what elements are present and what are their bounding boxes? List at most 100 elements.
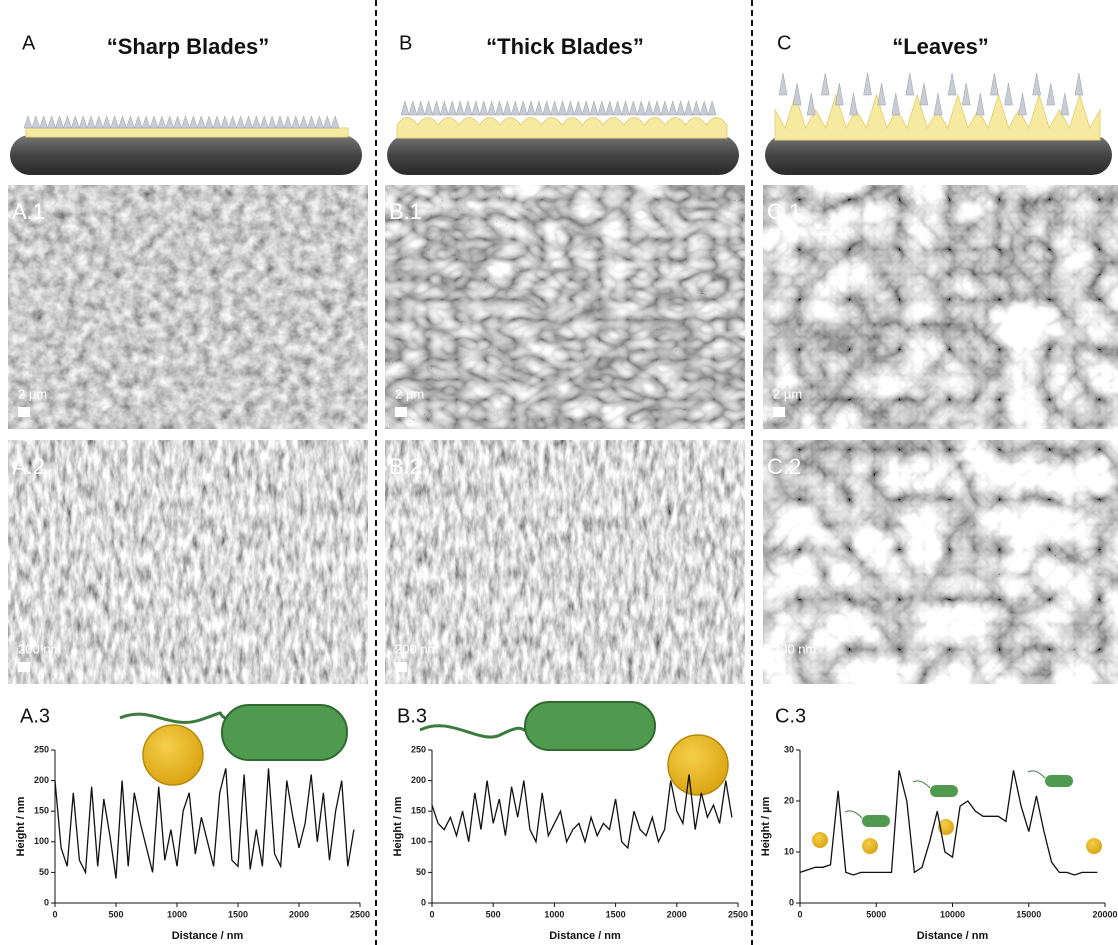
nanostructure [668,100,678,116]
nanostructure [644,100,654,116]
nanostructure [534,100,544,116]
nanostructure [699,100,709,116]
y-tick-label: 50 [39,867,49,877]
nanostructure [707,100,717,116]
nanostructure [629,100,638,116]
panel-title: “Sharp Blades” [107,34,270,59]
nanostructure [63,115,72,129]
nanostructure [181,115,190,129]
x-tick-label: 500 [486,909,501,919]
nanostructure [636,100,646,116]
x-tick-label: 2500 [350,909,370,919]
nanostructure [792,82,802,106]
nanostructure [189,115,198,129]
image-label: B.2 [389,454,422,479]
coating-layer [25,127,349,138]
nanostructure [118,115,127,129]
nanostructure [820,72,830,96]
nanostructure [455,100,465,116]
x-tick-label: 500 [108,909,123,919]
y-tick-label: 150 [34,806,49,816]
x-tick-label: 10000 [940,909,965,919]
nanostructure [31,115,41,129]
scale-bar [18,407,30,417]
nanostructure [877,82,886,106]
nanostructure [919,82,929,106]
nanostructure [550,100,559,116]
nanostructure [1018,92,1027,116]
substrate-rod [387,135,739,175]
scale-label: 2 µm [395,386,424,401]
nanostructure [432,100,441,116]
nanostructure [891,92,901,116]
nanostructure [275,115,285,129]
nanostructure [126,115,135,129]
nanostructure [652,100,662,116]
profile-label: C.3 [775,705,806,727]
y-tick-label: 50 [416,867,426,877]
nanostructure [621,100,630,116]
nanostructure [692,100,701,116]
y-tick-label: 0 [44,897,49,907]
scale-label: 200 nm [395,641,438,656]
nanostructure [947,72,957,96]
y-tick-label: 20 [784,795,794,805]
nanostructure [905,72,915,96]
nanostructure [408,100,418,116]
y-axis-label: Height / µm [760,797,772,857]
y-tick-label: 250 [34,744,49,754]
sem-image [763,440,1118,684]
nanostructure [863,72,872,96]
sem-image [8,440,368,684]
nanostructure [165,115,175,129]
nanostructure [315,115,324,129]
nanostructure [94,115,104,129]
nanostructure [55,115,64,129]
nanostructure [267,115,277,129]
y-tick-label: 30 [784,744,794,754]
y-tick-label: 100 [411,836,426,846]
coating-layer [396,117,728,139]
nanostructure [133,115,143,129]
nanostructure [1004,82,1013,106]
scale-label: 2 µm [773,386,802,401]
scale-bar [395,662,407,672]
profile-line [799,770,1098,876]
nanostructure [471,100,481,116]
nanostructure [660,100,670,116]
profile-label: A.3 [20,705,50,727]
profile-line [431,774,733,850]
nanostructure [283,115,293,129]
nanostructure [1032,72,1041,96]
nanostructure [1060,92,1070,116]
nanostructure [605,100,615,116]
nanostructure [503,100,512,116]
nanostructure [330,115,340,129]
substrate-rod [765,135,1112,175]
nanostructure [228,115,238,129]
x-axis-label: Distance / nm [172,930,244,942]
x-tick-label: 20000 [1092,909,1117,919]
image-label: B.1 [389,199,422,224]
y-tick-label: 200 [34,775,49,785]
x-tick-label: 1000 [167,909,187,919]
nanostructure [566,100,575,116]
x-tick-label: 0 [429,909,434,919]
nanostructure [463,100,473,116]
nanostructure [236,115,245,129]
sem-image [8,185,368,429]
x-tick-label: 15000 [1016,909,1041,919]
scale-label: 2 µm [18,386,47,401]
nanostructure [259,115,269,129]
illustration [119,701,1102,854]
nanostructure [558,100,567,116]
nanostructure [597,100,607,116]
nanostructure [149,115,159,129]
nanostructure [806,92,816,116]
y-tick-label: 250 [411,744,426,754]
nanostructure [975,92,985,116]
nanostructure [495,100,504,116]
nanostructure [196,115,206,129]
nanostructure [220,115,230,129]
